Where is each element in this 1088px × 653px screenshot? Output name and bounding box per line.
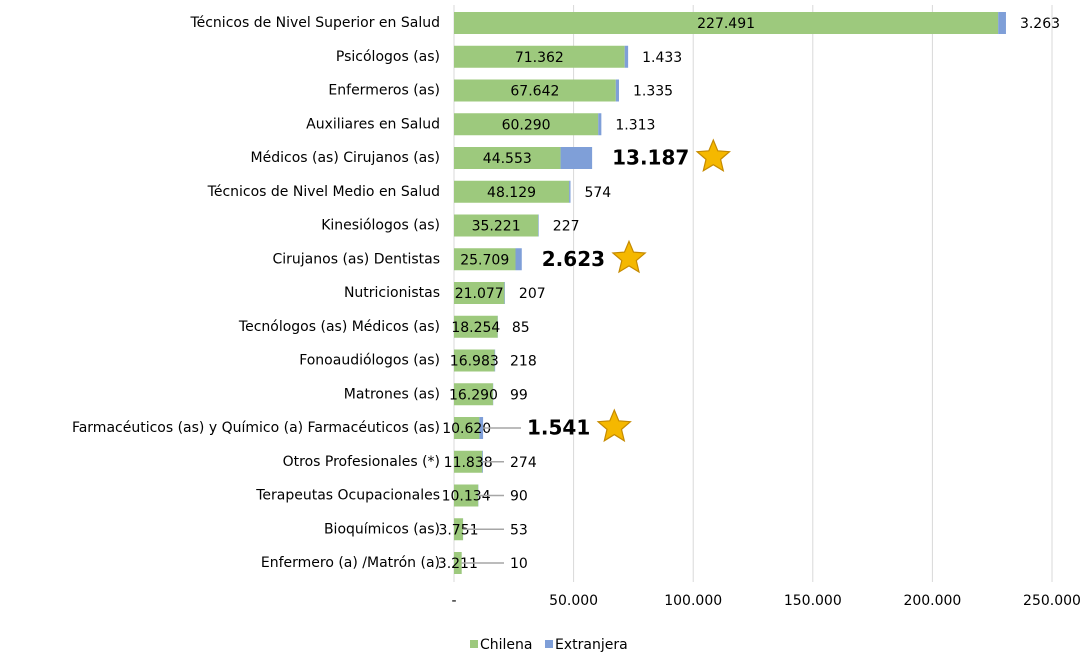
data-label: 10.620 [442, 421, 491, 437]
data-label: 218 [510, 354, 537, 370]
data-label: 35.221 [472, 219, 521, 235]
x-tick-label: 100.000 [664, 593, 722, 609]
category-label: Matrones (as) [344, 386, 440, 402]
data-label: 3.263 [1020, 16, 1060, 32]
data-label: 207 [519, 286, 546, 302]
data-label: 53 [510, 522, 528, 538]
data-label: 1.433 [642, 50, 682, 66]
bar-segment [454, 180, 570, 203]
bar-segment [454, 450, 483, 473]
bar-segment [454, 349, 495, 372]
bar-segment [998, 12, 1006, 34]
legend-swatch [545, 640, 553, 648]
category-label: Técnicos de Nivel Superior en Salud [189, 15, 440, 31]
bar-segment [454, 315, 498, 338]
data-label: 44.553 [483, 151, 532, 167]
bar-segment [515, 248, 522, 271]
bar-segment [538, 214, 539, 237]
data-label: 67.642 [510, 84, 559, 100]
category-label: Nutricionistas [344, 285, 440, 301]
data-label: 90 [510, 489, 528, 505]
data-label: 574 [584, 185, 611, 201]
bar-segment [569, 180, 571, 203]
category-label: Otros Profesionales (*) [283, 454, 440, 470]
bar-segment [624, 45, 629, 68]
x-tick-label: 150.000 [784, 593, 842, 609]
category-label: Enfermeros (as) [328, 83, 440, 99]
x-tick-label: 200.000 [903, 593, 961, 609]
bar-segment [615, 79, 619, 102]
data-label: 60.290 [502, 117, 551, 133]
bar-segment [454, 45, 625, 68]
data-label: 227 [553, 219, 580, 235]
category-label: Kinesiólogos (as) [321, 218, 440, 234]
data-label: 10.134 [442, 489, 491, 505]
category-label: Enfermero (a) /Matrón (a) [261, 555, 440, 571]
bar-segment [560, 147, 593, 169]
data-label: 99 [510, 387, 528, 403]
data-label: 16.983 [450, 354, 499, 370]
bar-segment [454, 417, 480, 439]
data-label: 1.313 [615, 117, 655, 133]
category-label: Bioquímicos (as) [324, 521, 440, 537]
bar-segment [454, 79, 616, 102]
bar-segment [454, 214, 539, 237]
data-label: 48.129 [487, 185, 536, 201]
category-label: Tecnólogos (as) Médicos (as) [238, 319, 440, 335]
legend-label: Extranjera [555, 637, 628, 653]
data-label: 16.290 [449, 387, 498, 403]
bar-segment [482, 450, 483, 473]
data-label: 3.751 [438, 522, 478, 538]
bar-segment [454, 518, 463, 541]
category-label: Técnicos de Nivel Medio en Salud [207, 184, 440, 200]
bar-segment [598, 113, 602, 136]
legend-label: Chilena [480, 637, 533, 653]
legend-swatch [470, 640, 478, 648]
bar-segment [454, 248, 516, 271]
bar-segment [494, 349, 496, 372]
bar-segment [454, 484, 479, 507]
data-label: 71.362 [515, 50, 564, 66]
data-label: 11.838 [444, 455, 493, 471]
star-icon [695, 138, 731, 173]
bar-segment [454, 282, 505, 304]
highlight-label: 13.187 [612, 146, 689, 170]
category-label: Auxiliares en Salud [306, 116, 440, 132]
bar-segment [454, 552, 462, 574]
data-label: 1.335 [633, 84, 673, 100]
category-label: Farmacéuticos (as) y Químico (a) Farmacé… [72, 420, 440, 436]
x-tick-label: 50.000 [549, 593, 598, 609]
bar-segment [454, 147, 561, 169]
data-label: 21.077 [455, 286, 504, 302]
x-tick-label: 250.000 [1023, 593, 1081, 609]
star-icon [611, 239, 647, 274]
data-label: 3.211 [438, 556, 478, 572]
bar-segment [454, 113, 599, 136]
data-label: 85 [512, 320, 530, 336]
data-label: 25.709 [460, 252, 509, 268]
bar-segment [454, 12, 999, 34]
category-label: Terapeutas Ocupacionales [255, 488, 440, 504]
data-label: 18.254 [451, 320, 500, 336]
data-label: 274 [510, 455, 537, 471]
bar-segment [454, 383, 493, 406]
data-label: 227.491 [697, 16, 755, 32]
category-label: Fonoaudiólogos (as) [299, 353, 440, 369]
data-label: 10 [510, 556, 528, 572]
category-label: Cirujanos (as) Dentistas [273, 251, 441, 267]
category-label: Psicólogos (as) [336, 49, 440, 65]
highlight-label: 2.623 [542, 247, 605, 271]
category-label: Médicos (as) Cirujanos (as) [251, 150, 440, 166]
x-tick-label: - [451, 593, 456, 609]
bar-segment [479, 417, 484, 439]
star-icon [596, 408, 632, 443]
highlight-label: 1.541 [527, 416, 590, 440]
